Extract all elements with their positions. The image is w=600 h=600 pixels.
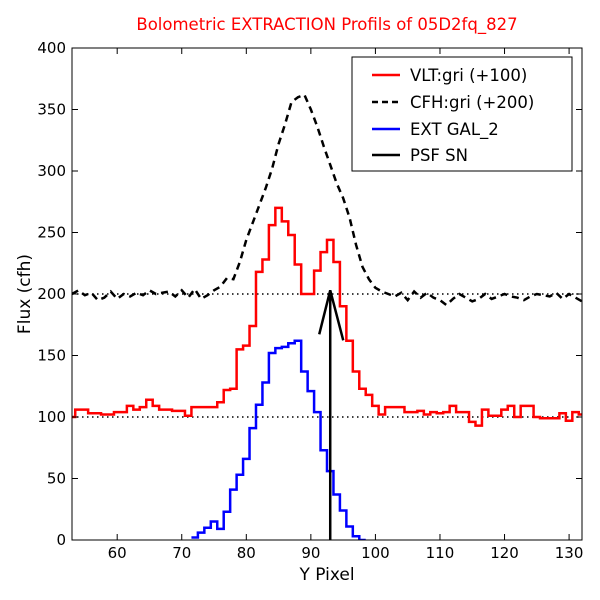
y-axis-ticks: 0 50 100 150 200 250 300 350 400: [37, 39, 582, 549]
x-tick-label: 130: [555, 544, 584, 562]
x-axis-label: Y Pixel: [298, 565, 354, 585]
y-tick-label: 300: [37, 162, 66, 180]
legend-label-psf: PSF SN: [410, 146, 468, 165]
x-axis-ticks: 60 70 80 90 100 110 120 130: [108, 48, 584, 562]
y-axis-label: Flux (cfh): [15, 254, 35, 334]
x-tick-label: 90: [301, 544, 320, 562]
series-psf-arrow-head: [318, 289, 345, 341]
y-tick-label: 150: [37, 347, 66, 365]
y-tick-label: 100: [37, 408, 66, 426]
legend: VLT:gri (+100) CFH:gri (+200) EXT GAL_2 …: [351, 56, 573, 172]
y-tick-label: 0: [56, 531, 66, 549]
x-tick-label: 70: [172, 544, 191, 562]
x-tick-label: 120: [490, 544, 519, 562]
y-tick-label: 400: [37, 39, 66, 57]
x-tick-label: 100: [361, 544, 390, 562]
y-tick-label: 50: [47, 470, 66, 488]
series-ext-steps: [191, 339, 366, 540]
legend-label-cfh: CFH:gri (+200): [410, 93, 534, 112]
x-tick-label: 110: [426, 544, 455, 562]
y-tick-label: 200: [37, 285, 66, 303]
plot-area: 60 70 80 90 100 110 120 130 0 50 100 150 200 250 300 3…: [37, 39, 584, 562]
legend-label-vlt: VLT:gri (+100): [410, 66, 527, 85]
series-cfh-line: [72, 93, 582, 307]
x-tick-label: 80: [237, 544, 256, 562]
legend-label-ext: EXT GAL_2: [410, 120, 499, 140]
series-layer: [72, 93, 582, 540]
x-tick-label: 60: [108, 544, 127, 562]
y-tick-label: 350: [37, 101, 66, 119]
y-tick-label: 250: [37, 224, 66, 242]
chart-title: Bolometric EXTRACTION Profils of 05D2fq_…: [136, 15, 517, 35]
series-vlt-steps: [72, 206, 582, 427]
